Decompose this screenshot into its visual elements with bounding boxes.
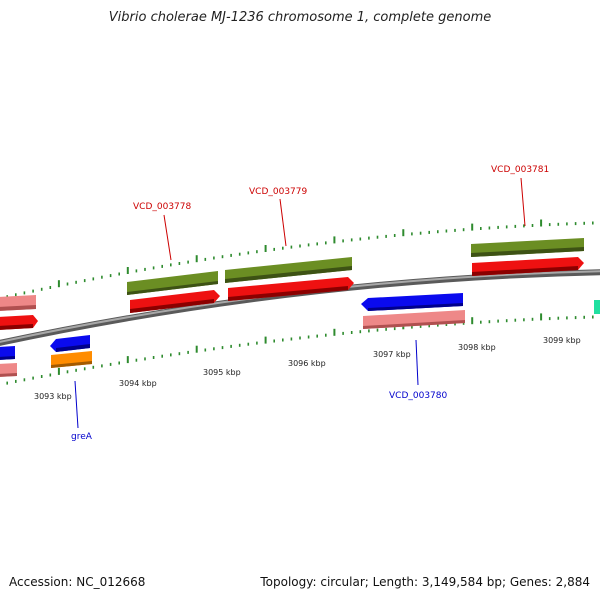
scale-label: 3097 kbp — [373, 350, 411, 359]
reverse-strand-features — [0, 293, 600, 377]
scale-ticks-outer — [6, 219, 594, 299]
scale-labels: 3093 kbp 3094 kbp 3095 kbp 3096 kbp 3097… — [34, 336, 581, 401]
topology-text: Topology: circular; Length: 3,149,584 bp… — [260, 575, 590, 589]
gene-label-grea[interactable]: greA — [71, 432, 93, 442]
forward-strand-features — [0, 238, 584, 330]
gene-feature[interactable] — [127, 271, 218, 295]
label-leaders — [74, 177, 526, 429]
scale-label: 3095 kbp — [203, 368, 241, 377]
gene-label-vcd-003778[interactable]: VCD_003778 — [133, 202, 192, 212]
scale-label: 3098 kbp — [458, 343, 496, 352]
map-title: Vibrio cholerae MJ-1236 chromosome 1, co… — [108, 10, 492, 25]
accession-text: Accession: NC_012668 — [9, 575, 146, 589]
scale-label: 3099 kbp — [543, 336, 581, 345]
scale-label: 3096 kbp — [288, 359, 326, 368]
gene-feature[interactable] — [594, 300, 600, 314]
gene-labels: VCD_003778 VCD_003779 VCD_003781 VCD_003… — [71, 165, 549, 442]
gene-label-vcd-003780[interactable]: VCD_003780 — [389, 391, 448, 401]
gene-label-vcd-003781[interactable]: VCD_003781 — [491, 165, 549, 175]
gene-label-vcd-003779[interactable]: VCD_003779 — [249, 187, 308, 197]
scale-label: 3094 kbp — [119, 379, 157, 388]
scale-label: 3093 kbp — [34, 392, 72, 401]
